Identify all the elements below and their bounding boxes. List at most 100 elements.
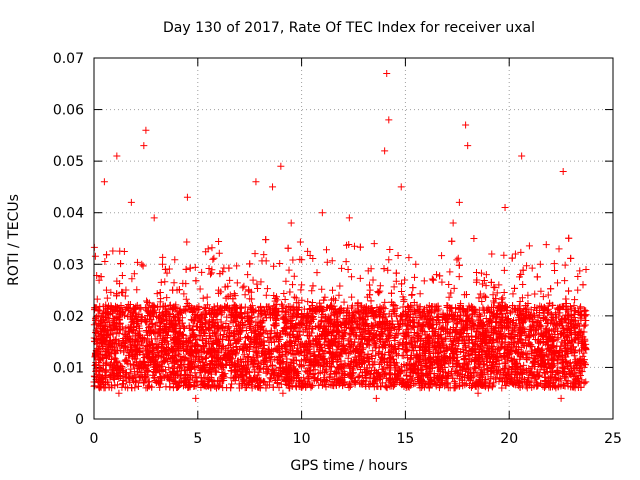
data-point-cloud [316, 299, 324, 307]
data-point-cloud [143, 297, 151, 305]
data-point-cloud [259, 377, 267, 385]
data-point-cloud [304, 298, 312, 306]
data-point-cloud [455, 273, 463, 281]
data-point-cloud [341, 362, 349, 370]
data-point-cloud [365, 342, 373, 350]
data-point-cloud [428, 275, 436, 283]
data-point-cloud [329, 286, 337, 294]
data-point-cloud [395, 345, 403, 353]
data-point-cloud [348, 293, 356, 301]
data-point-cloud [264, 334, 272, 342]
data-point-cloud [580, 307, 588, 315]
data-point-cloud [344, 354, 352, 362]
data-point-cloud [253, 280, 261, 288]
x-axis-label: GPS time / hours [290, 458, 407, 474]
data-point-cloud [444, 384, 452, 392]
data-point-cloud [177, 371, 185, 379]
data-point-cloud [200, 304, 208, 312]
data-point-cloud [247, 324, 255, 332]
data-point-cloud [191, 263, 199, 271]
data-point-cloud [537, 287, 545, 295]
data-point-cloud [345, 350, 353, 358]
data-point-cloud [122, 286, 130, 294]
data-point-cloud [493, 289, 501, 297]
data-point-cloud [274, 311, 282, 319]
x-tick-label: 20 [500, 431, 518, 447]
data-point-cloud [344, 337, 352, 345]
data-point-cloud [159, 253, 167, 261]
data-point-cloud [345, 241, 353, 249]
data-point-cloud [445, 280, 453, 288]
data-point-cloud [349, 375, 357, 383]
data-point-cloud [478, 298, 486, 306]
data-point-cloud [472, 365, 480, 373]
data-point-cloud [174, 333, 182, 341]
data-point-cloud [577, 383, 585, 391]
data-point-cloud [171, 256, 179, 264]
data-point-cloud [563, 305, 571, 313]
data-point-cloud [500, 251, 508, 259]
data-point-cloud [213, 330, 221, 338]
data-point-cloud [524, 374, 532, 382]
data-point-cloud [114, 381, 122, 389]
data-point-cloud [161, 278, 169, 286]
data-point-cloud [548, 327, 556, 335]
data-point-cloud [345, 331, 353, 339]
data-point-cloud [519, 280, 527, 288]
data-point-cloud [375, 361, 383, 369]
x-tick-label: 0 [90, 431, 99, 447]
data-point-cloud [182, 295, 190, 303]
y-tick-label: 0.03 [53, 257, 84, 273]
data-point-cloud [533, 368, 541, 376]
x-tick-label: 25 [604, 431, 622, 447]
data-point-cloud [206, 366, 214, 374]
chart-title: Day 130 of 2017, Rate Of TEC Index for r… [163, 20, 535, 36]
data-point-cloud [116, 247, 124, 255]
data-point-cloud [528, 362, 536, 370]
data-point-cloud [482, 315, 490, 323]
data-point-cloud [369, 276, 377, 284]
data-point-cloud [459, 382, 467, 390]
data-point-cloud [522, 355, 530, 363]
data-point-cloud [390, 283, 398, 291]
data-point-cloud [240, 351, 248, 359]
data-point-cloud [310, 343, 318, 351]
data-point-cloud [182, 280, 190, 288]
data-point-cloud [502, 382, 510, 390]
x-tick-label: 15 [396, 431, 414, 447]
data-point-cloud [524, 300, 532, 308]
y-tick-label: 0.04 [53, 206, 84, 222]
data-point-cloud [493, 338, 501, 346]
data-point-cloud [502, 374, 510, 382]
data-point-cloud [282, 328, 290, 336]
data-point-cloud [522, 349, 530, 357]
data-point-cloud [163, 269, 171, 277]
data-point-cloud [498, 310, 506, 318]
data-point-cloud [99, 303, 107, 311]
data-point-cloud [285, 266, 293, 274]
data-point-cloud [451, 335, 459, 343]
data-point-cloud [554, 334, 562, 342]
data-point-cloud [495, 356, 503, 364]
data-point-cloud [223, 313, 231, 321]
data-point-cloud [262, 384, 270, 392]
data-point-cloud [91, 373, 99, 381]
data-point-cloud [415, 381, 423, 389]
data-point-cloud [93, 295, 101, 303]
data-point-cloud [340, 298, 348, 306]
data-point-cloud [401, 276, 409, 284]
data-point-cloud [189, 333, 197, 341]
data-point-cloud [523, 262, 531, 270]
data-point-cloud [146, 341, 154, 349]
y-tick-label: 0.05 [53, 154, 84, 170]
x-tick-label: 5 [193, 431, 202, 447]
data-point-cloud [131, 384, 139, 392]
data-point-cloud [359, 330, 367, 338]
data-point-cloud [445, 293, 453, 301]
data-point-cloud [170, 352, 178, 360]
data-point-cloud [220, 306, 228, 314]
data-point-cloud [491, 284, 499, 292]
data-point-cloud [157, 295, 165, 303]
data-point-cloud [542, 316, 550, 324]
y-tick-label: 0.06 [53, 103, 84, 119]
